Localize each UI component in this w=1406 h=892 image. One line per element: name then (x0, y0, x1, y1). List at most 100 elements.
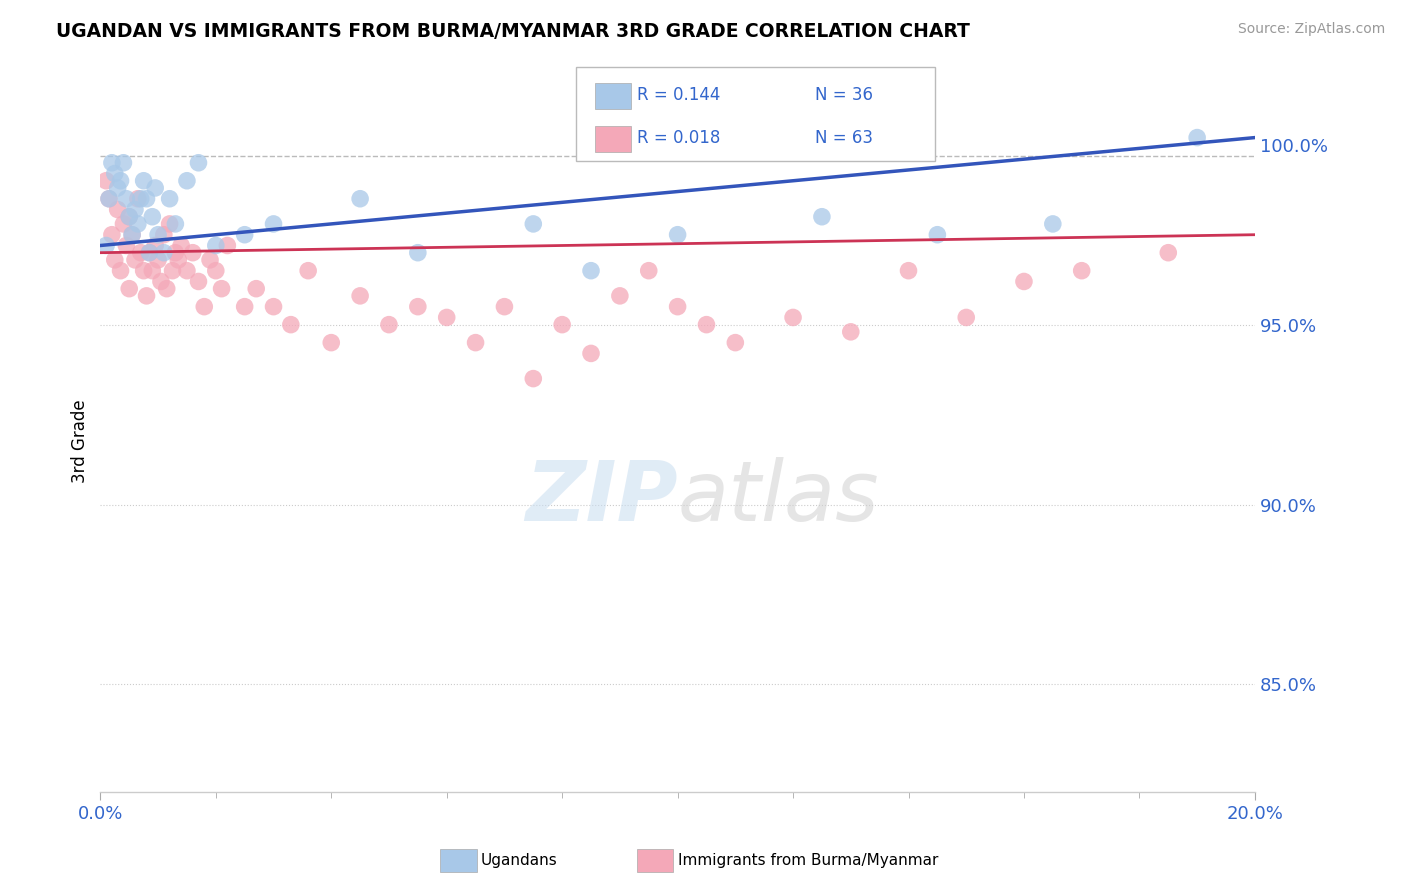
Point (1157, 245, 1180, 260)
Point (176, 263, 198, 277)
Point (132, 263, 155, 277)
Point (187, 275, 209, 289)
Point (138, 245, 160, 260)
Point (436, 310, 458, 325)
Point (522, 371, 544, 385)
Point (204, 263, 226, 277)
Point (101, 227, 124, 242)
Point (159, 217, 181, 231)
Point (124, 252, 146, 267)
Point (135, 289, 157, 303)
Point (187, 155, 209, 169)
Point (637, 263, 659, 277)
Point (104, 167, 127, 181)
Point (127, 217, 149, 231)
Text: N = 36: N = 36 (815, 87, 873, 104)
Point (1012, 275, 1035, 289)
Point (127, 192, 149, 206)
Point (1042, 217, 1064, 231)
Point (107, 202, 129, 217)
Point (579, 263, 602, 277)
Text: Immigrants from Burma/Myanmar: Immigrants from Burma/Myanmar (678, 854, 938, 868)
Point (263, 300, 285, 314)
Point (115, 238, 138, 252)
Point (124, 202, 146, 217)
Point (110, 174, 132, 188)
Point (839, 325, 862, 339)
Point (181, 245, 204, 260)
Point (132, 174, 155, 188)
Text: R = 0.144: R = 0.144 (637, 87, 720, 104)
Point (217, 238, 239, 252)
Point (107, 181, 129, 195)
Point (165, 217, 187, 231)
Point (349, 192, 371, 206)
Point (321, 335, 343, 350)
Point (494, 300, 516, 314)
Point (782, 310, 804, 325)
Point (464, 335, 486, 350)
Point (724, 335, 747, 350)
Text: atlas: atlas (678, 458, 879, 538)
Point (141, 210, 163, 224)
Point (955, 310, 977, 325)
Point (149, 275, 172, 289)
Point (579, 346, 602, 360)
Point (98, 192, 121, 206)
Text: UGANDAN VS IMMIGRANTS FROM BURMA/MYANMAR 3RD GRADE CORRELATION CHART: UGANDAN VS IMMIGRANTS FROM BURMA/MYANMAR… (56, 22, 970, 41)
Point (98, 192, 121, 206)
Point (245, 282, 267, 296)
Point (159, 192, 181, 206)
Point (349, 289, 371, 303)
Point (167, 252, 190, 267)
Point (170, 238, 193, 252)
Point (406, 300, 429, 314)
Point (165, 245, 187, 260)
Point (666, 300, 689, 314)
Point (156, 282, 179, 296)
Point (897, 263, 920, 277)
Text: ZIP: ZIP (524, 458, 678, 538)
Point (280, 318, 302, 332)
Point (146, 252, 169, 267)
Point (153, 227, 176, 242)
Point (110, 263, 132, 277)
Point (138, 245, 160, 260)
Point (94, 174, 117, 188)
Point (263, 217, 285, 231)
Point (121, 227, 143, 242)
Point (695, 318, 717, 332)
Point (112, 217, 135, 231)
Point (153, 245, 176, 260)
Text: Source: ZipAtlas.com: Source: ZipAtlas.com (1237, 22, 1385, 37)
Point (94, 238, 117, 252)
Point (121, 227, 143, 242)
Text: N = 63: N = 63 (815, 129, 873, 147)
Point (811, 210, 834, 224)
Point (135, 192, 157, 206)
Point (162, 263, 184, 277)
Point (1070, 263, 1092, 277)
Point (233, 300, 256, 314)
Point (101, 155, 124, 169)
Point (118, 282, 141, 296)
Point (204, 238, 226, 252)
Point (609, 289, 631, 303)
Point (551, 318, 574, 332)
Point (378, 318, 401, 332)
Point (146, 227, 169, 242)
Point (141, 263, 163, 277)
Point (522, 217, 544, 231)
Point (143, 181, 166, 195)
Point (118, 210, 141, 224)
Point (211, 282, 233, 296)
Point (176, 174, 198, 188)
Point (129, 245, 152, 260)
Text: Ugandans: Ugandans (481, 854, 558, 868)
Point (297, 263, 319, 277)
Point (118, 210, 141, 224)
Point (666, 227, 689, 242)
Point (193, 300, 215, 314)
Point (406, 245, 429, 260)
Point (233, 227, 256, 242)
